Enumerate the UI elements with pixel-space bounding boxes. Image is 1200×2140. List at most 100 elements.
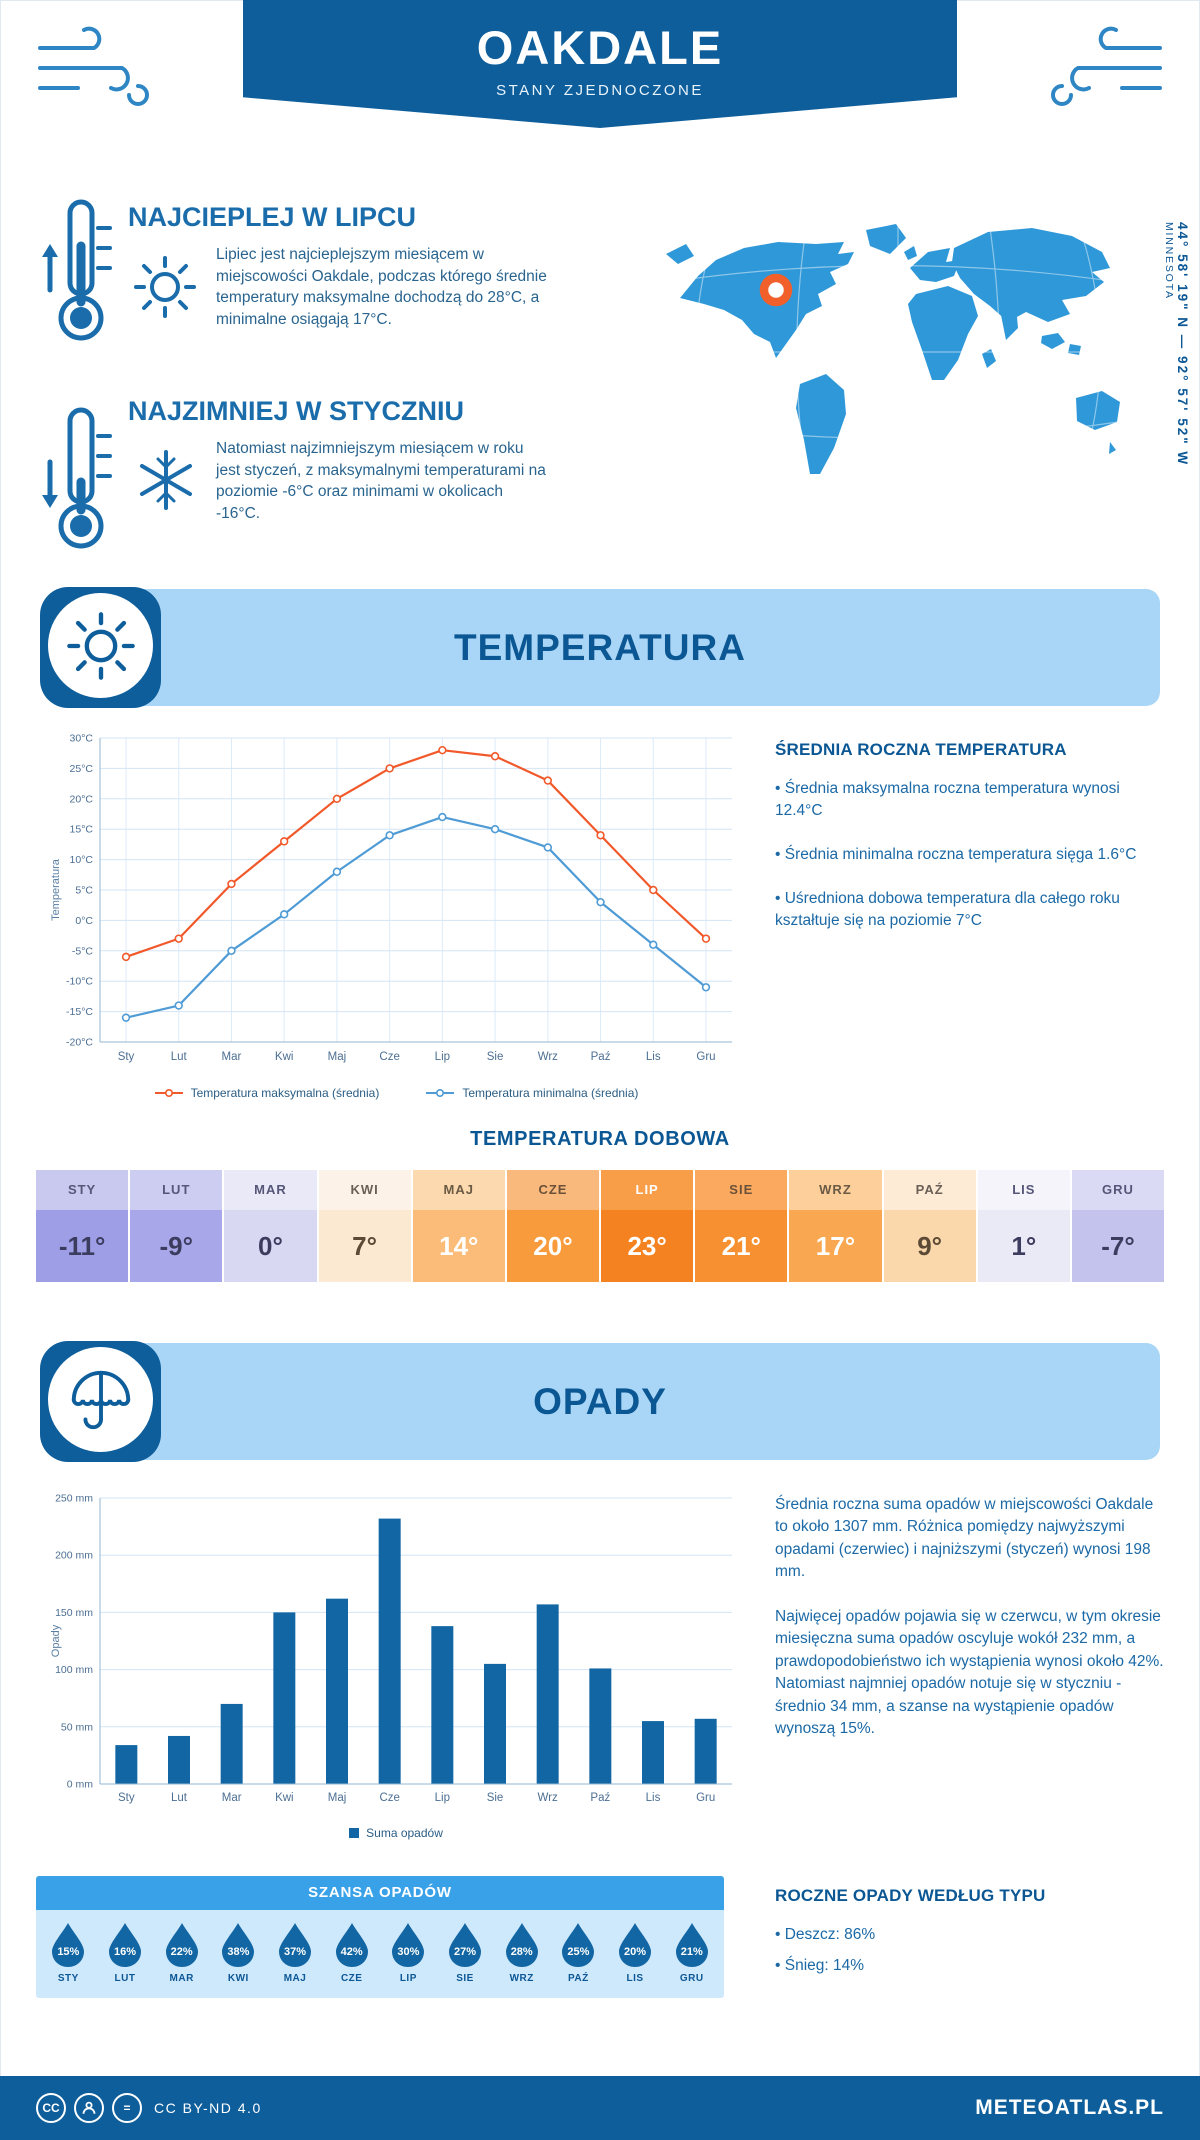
daily-temp-column: MAJ 14° [412,1170,505,1282]
svg-text:Temperatura: Temperatura [50,858,62,921]
svg-text:-15°C: -15°C [66,1006,93,1018]
svg-text:Maj: Maj [328,1792,347,1804]
sun-icon [134,256,196,318]
rain-chance-item: 37% MAJ [267,1922,324,1984]
svg-text:50 mm: 50 mm [61,1721,93,1733]
cold-month-title: NAJZIMNIEJ W STYCZNIU [128,396,465,426]
umbrella-icon [71,1370,130,1429]
svg-text:0°C: 0°C [75,915,93,927]
legend-item: Temperatura maksymalna (średnia) [154,1086,379,1100]
daily-temp-column: MAR 0° [224,1170,317,1282]
svg-text:200 mm: 200 mm [55,1550,93,1562]
svg-text:15°C: 15°C [70,824,94,836]
svg-text:Kwi: Kwi [275,1051,294,1063]
precipitation-section-title: OPADY [533,1380,667,1422]
rain-drop-icon: 25% [560,1922,596,1968]
rain-chance-item: 16% LUT [97,1922,154,1984]
rain-chance-title: SZANSA OPADÓW [36,1876,724,1910]
svg-text:0 mm: 0 mm [67,1779,94,1791]
rain-chance-item: 25% PAŹ [550,1922,607,1984]
svg-text:-20°C: -20°C [66,1037,93,1049]
temperature-banner: TEMPERATURA [40,587,1160,708]
rain-drop-icon: 42% [334,1922,370,1968]
svg-text:-10°C: -10°C [66,976,93,988]
svg-text:Gru: Gru [696,1792,715,1804]
precipitation-paragraph: Średnia roczna suma opadów w miejscowośc… [775,1496,1154,1581]
precipitation-chart: 250 mm 200 mm 150 mm 100 mm 50 mm 0 mm Sty Lut M… [46,1488,746,1823]
temperature-summary-title: ŚREDNIA ROCZNA TEMPERATURA [775,740,1067,759]
precipitation-legend: Suma opadów [46,1826,746,1840]
temperature-section-title: TEMPERATURA [454,626,746,668]
temperature-chart: 30°C 25°C 20°C 15°C 10°C 5°C 0°C -5°C -10°C -15°C… [46,728,746,1085]
region-label: MINNESOTA [1163,222,1175,300]
temperature-banner-bar [62,589,1160,706]
cold-month-text: Natomiast najzimniejszym miesiącem w rok… [216,440,546,523]
daily-temp-column: GRU -7° [1071,1170,1165,1282]
temperature-banner-icon-circle [48,593,153,698]
rain-chance-month: LIS [626,1973,644,1984]
daily-temp-column: SIE 21° [695,1170,788,1282]
cc-icon: CC [36,2093,66,2123]
svg-text:Sie: Sie [487,1051,504,1063]
rain-chance-item: 38% KWI [210,1922,267,1984]
svg-text:Paź: Paź [590,1792,610,1804]
temperature-bullet: Średnia minimalna roczna temperatura się… [775,844,1167,866]
daily-temperature-title: TEMPERATURA DOBOWA [470,1128,730,1150]
wind-icon [1051,26,1162,106]
rain-drop-icon: 20% [617,1922,653,1968]
svg-text:Opady: Opady [50,1624,62,1657]
rain-drop-icon: 16% [107,1922,143,1968]
title-ribbon: OAKDALE STANY ZJEDNOCZONE [243,0,957,128]
svg-text:Sty: Sty [118,1792,135,1804]
rain-drop-icon: 37% [277,1922,313,1968]
rain-chance-month: LUT [114,1973,136,1984]
svg-text:100 mm: 100 mm [55,1664,93,1676]
daily-temp-column: LIS 1° [977,1170,1070,1282]
svg-text:10°C: 10°C [70,854,94,866]
svg-text:Sty: Sty [118,1051,135,1063]
rain-chance-item: 20% LIS [607,1922,664,1984]
rain-chance-month: MAJ [283,1973,307,1984]
snowflake-icon [140,450,192,510]
equals-icon: = [112,2093,142,2123]
svg-text:Cze: Cze [379,1792,399,1804]
rain-chance-item: 22% MAR [153,1922,210,1984]
rain-chance-month: GRU [679,1973,704,1984]
rain-chance-month: KWI [227,1973,249,1984]
sun-icon [66,611,135,680]
rain-chance-item: 30% LIP [380,1922,437,1984]
rain-chance-month: SIE [456,1973,474,1984]
precipitation-banner-bar [62,1343,1160,1460]
svg-text:20°C: 20°C [70,793,94,805]
legend-item: Suma opadów [349,1826,443,1840]
page-subtitle: STANY ZJEDNOCZONE [496,82,704,99]
daily-temp-column: WRZ 17° [789,1170,882,1282]
footer: CC = CC BY-ND 4.0 METEOATLAS.PL [0,2076,1200,2140]
thermometer-cold-icon [42,407,112,549]
svg-text:Wrz: Wrz [538,1051,558,1063]
rain-drop-icon: 30% [390,1922,426,1968]
svg-text:Kwi: Kwi [275,1792,294,1804]
svg-text:Lut: Lut [171,1051,188,1063]
warm-month-text: Lipiec jest najcieplejszym miesiącem w m… [216,246,547,329]
rain-chance-item: 28% WRZ [493,1922,550,1984]
rain-drop-icon: 22% [164,1922,200,1968]
svg-text:Cze: Cze [379,1051,399,1063]
svg-text:250 mm: 250 mm [55,1493,93,1505]
rain-chance-month: PAŹ [568,1973,589,1984]
license-label: CC BY-ND 4.0 [154,2100,262,2116]
svg-text:25°C: 25°C [70,763,94,775]
svg-text:Lip: Lip [435,1792,450,1804]
rain-chance-item: 42% CZE [323,1922,380,1984]
rain-chance-panel: SZANSA OPADÓW 15% STY 16% LUT 22% MAR 38% KWI 37… [36,1876,724,1998]
precipitation-paragraph: Najwięcej opadów pojawia się w czerwcu, … [775,1607,1164,1738]
rain-chance-month: STY [57,1973,79,1984]
svg-text:30°C: 30°C [70,733,94,745]
svg-text:Sie: Sie [487,1792,504,1804]
svg-text:Mar: Mar [222,1051,242,1063]
rain-chance-body: 15% STY 16% LUT 22% MAR 38% KWI 37% MAJ 42% CZE 30% L… [36,1910,724,1998]
rain-chance-item: 15% STY [40,1922,97,1984]
svg-text:Mar: Mar [222,1792,242,1804]
daily-temp-column: KWI 7° [318,1170,411,1282]
svg-text:Gru: Gru [696,1051,715,1063]
